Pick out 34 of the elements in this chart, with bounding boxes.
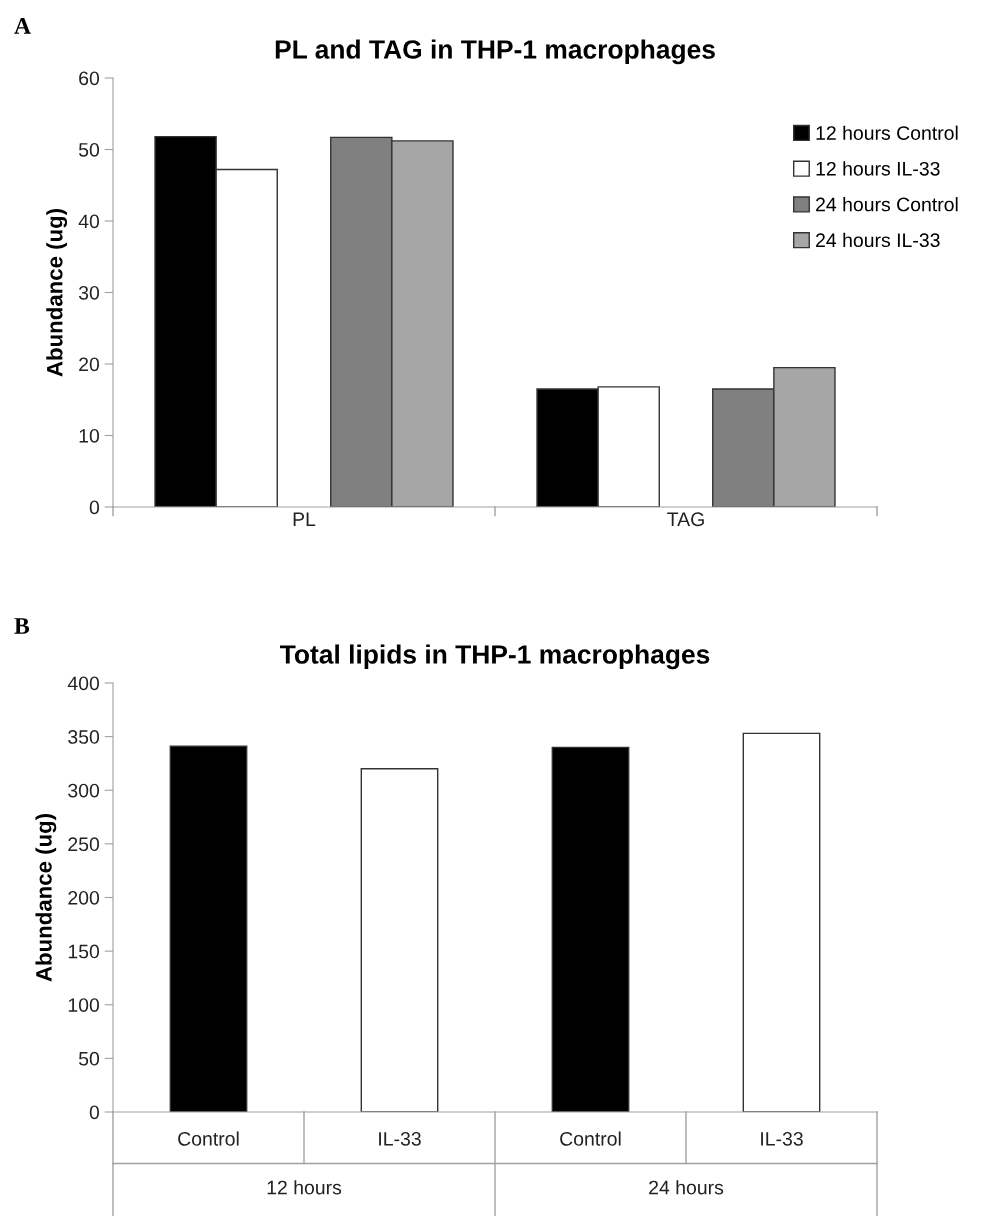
y-tick-label: 50 [78,142,100,157]
y-tick-label: 60 [79,71,100,86]
chart-title: Total lipids in THP-1 macrophages [280,644,710,670]
y-tick-label: 0 [89,1105,100,1120]
y-tick-label: 10 [79,428,100,443]
text: A [14,18,31,34]
x-tick-label: PL [293,512,316,526]
x-tick-label: IL-33 [761,1131,803,1146]
text: B [14,618,30,634]
y-tick-label: 400 [67,676,100,691]
y-tick-label: 150 [68,944,100,959]
x-tick-label: IL-33 [379,1131,421,1146]
legend-label: 12 hours IL-33 [816,161,940,176]
x-tick-label: TAG [667,512,704,527]
legend-label: 24 hours Control [816,197,958,212]
legend-label: 12 hours Control [816,125,958,140]
legend-label: 24 hours IL-33 [816,232,940,248]
x-tick-label: Control [560,1131,621,1146]
y-tick-label: 250 [68,837,100,852]
y-tick-label: 350 [68,730,100,744]
y-axis-title: Abundance (ug) [46,209,68,377]
y-tick-label: 20 [79,357,100,372]
y-tick-label: 100 [68,998,100,1012]
y-tick-label: 300 [68,783,100,798]
y-tick-label: 50 [78,1051,100,1066]
y-tick-label: 200 [68,890,100,905]
y-axis-title: Abundance (ug) [35,814,57,982]
text: 12 hours [267,1180,342,1195]
x-tick-label: Control [178,1131,239,1146]
y-tick-label: 40 [78,214,100,229]
y-tick-label: 30 [78,285,100,300]
text: 24 hours [649,1180,724,1195]
y-tick-label: 0 [89,500,100,515]
chart-title: PL and TAG in THP-1 macrophages [275,39,715,65]
